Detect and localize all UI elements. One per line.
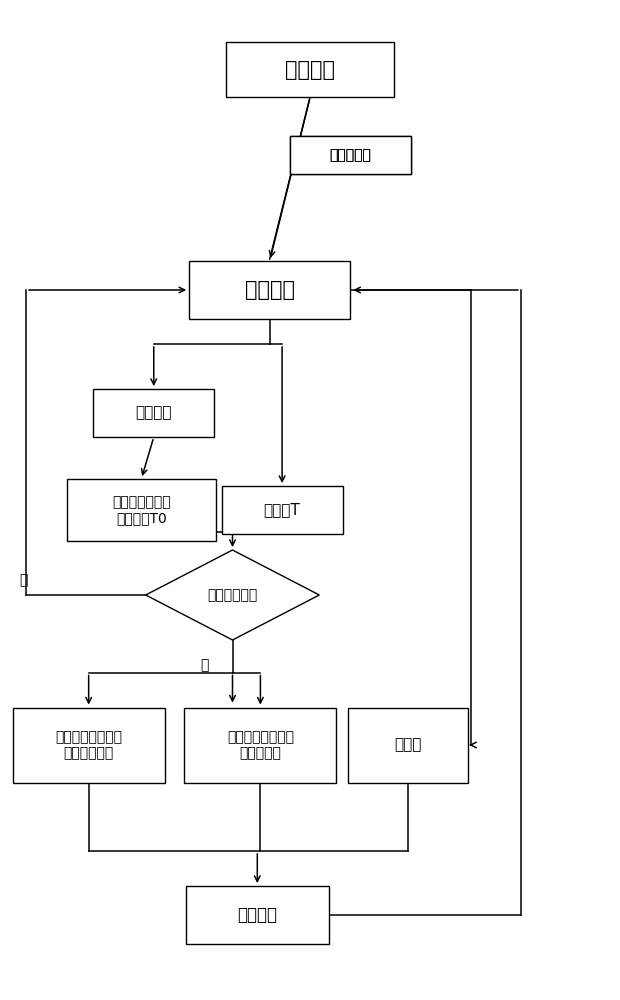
FancyBboxPatch shape [290, 136, 410, 174]
Text: 计算饱和水、饱和
汽的的折射率: 计算饱和水、饱和 汽的的折射率 [55, 730, 122, 760]
Text: 系统初始化: 系统初始化 [329, 148, 371, 162]
FancyBboxPatch shape [189, 261, 350, 319]
Text: 计算饱和水、饱和
汽的的密度: 计算饱和水、饱和 汽的的密度 [227, 730, 294, 760]
Text: 系统初始化: 系统初始化 [329, 148, 371, 162]
FancyBboxPatch shape [186, 886, 329, 944]
Text: 否: 否 [19, 573, 28, 587]
Text: 是: 是 [200, 658, 209, 672]
Text: 井下压力: 井下压力 [136, 406, 172, 420]
Text: 反射率: 反射率 [394, 738, 422, 752]
Text: 在该压力下查找
对应温度T0: 在该压力下查找 对应温度T0 [112, 495, 170, 525]
Text: 系统启动: 系统启动 [285, 60, 335, 80]
FancyBboxPatch shape [222, 486, 342, 534]
Polygon shape [146, 550, 319, 640]
Text: 开始测量: 开始测量 [245, 280, 294, 300]
FancyBboxPatch shape [185, 708, 336, 782]
FancyBboxPatch shape [347, 708, 469, 782]
FancyBboxPatch shape [290, 136, 410, 174]
Text: 温度值T: 温度值T [264, 502, 301, 518]
FancyBboxPatch shape [226, 42, 394, 97]
FancyBboxPatch shape [12, 708, 164, 782]
FancyBboxPatch shape [67, 479, 216, 541]
FancyBboxPatch shape [93, 389, 215, 437]
Text: 计算干度: 计算干度 [237, 906, 277, 924]
Text: 是否饱和状态: 是否饱和状态 [207, 588, 258, 602]
